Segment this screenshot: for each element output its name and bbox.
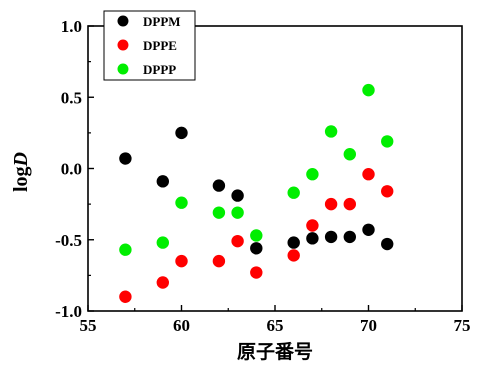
- point-dppe: [287, 249, 300, 262]
- point-dppp: [250, 229, 263, 242]
- legend-marker-dppe: [117, 39, 129, 51]
- plot-frame: [87, 25, 463, 312]
- legend-label-dppp: DPPP: [143, 62, 176, 77]
- x-tick-label: 75: [454, 316, 471, 335]
- point-dppm: [362, 223, 375, 236]
- point-dppm: [212, 179, 226, 192]
- point-dppm: [306, 232, 319, 245]
- point-dppp: [231, 206, 244, 219]
- point-dppe: [119, 290, 132, 303]
- point-dppe: [231, 234, 244, 248]
- y-tick-label: 0.5: [61, 88, 82, 107]
- y-tick-label: 0.0: [61, 160, 82, 179]
- axis-ticks: 55 60 65 70 75 -1.0 -0.5 0.0 0.5 1.0: [55, 17, 470, 335]
- point-dppm: [175, 126, 188, 140]
- point-dppp: [306, 168, 319, 181]
- x-tick-label: 60: [173, 316, 190, 335]
- legend-marker-dppm: [117, 15, 129, 27]
- legend-entries: DPPM DPPE DPPP: [117, 14, 181, 77]
- x-tick-label: 65: [267, 316, 284, 335]
- point-dppp: [324, 125, 338, 138]
- point-dppm: [156, 175, 169, 188]
- point-dppp: [287, 186, 300, 199]
- y-tick-label: 1.0: [61, 17, 82, 36]
- point-dppe: [212, 254, 226, 268]
- point-dppp: [212, 206, 226, 219]
- legend-label-dppe: DPPE: [143, 38, 177, 53]
- point-dppe: [250, 266, 263, 279]
- point-dppp: [381, 135, 394, 148]
- point-dppp: [119, 243, 132, 256]
- point-dppe: [343, 197, 356, 211]
- y-axis-title-italic: D: [10, 152, 32, 167]
- point-dppm: [381, 237, 394, 251]
- y-axis-title-main: log: [10, 166, 32, 192]
- point-dppe: [362, 168, 375, 181]
- point-dppm: [343, 230, 356, 244]
- y-tick-label: -1.0: [55, 302, 82, 321]
- point-dppp: [156, 236, 169, 249]
- point-dppp: [362, 83, 375, 97]
- legend: DPPM DPPE DPPP: [103, 10, 196, 81]
- x-tick-label: 55: [80, 316, 97, 335]
- point-dppm: [231, 189, 244, 202]
- point-dppm: [324, 230, 338, 244]
- point-dppm: [119, 152, 132, 165]
- point-dppe: [306, 219, 319, 232]
- x-axis-title: 原子番号: [237, 341, 313, 363]
- x-tick-label: 70: [360, 316, 377, 335]
- point-dppp: [175, 196, 188, 209]
- point-dppe: [175, 254, 188, 268]
- point-dppp: [343, 148, 356, 161]
- point-dppm: [287, 236, 300, 249]
- point-dppe: [156, 276, 169, 289]
- y-axis-title: logD: [10, 152, 32, 192]
- point-dppm: [250, 242, 263, 255]
- data-points: [119, 83, 394, 303]
- point-dppe: [324, 197, 338, 211]
- legend-label-dppm: DPPM: [143, 14, 181, 29]
- y-tick-label: -0.5: [55, 231, 82, 250]
- point-dppe: [381, 185, 394, 198]
- legend-marker-dppp: [117, 63, 129, 75]
